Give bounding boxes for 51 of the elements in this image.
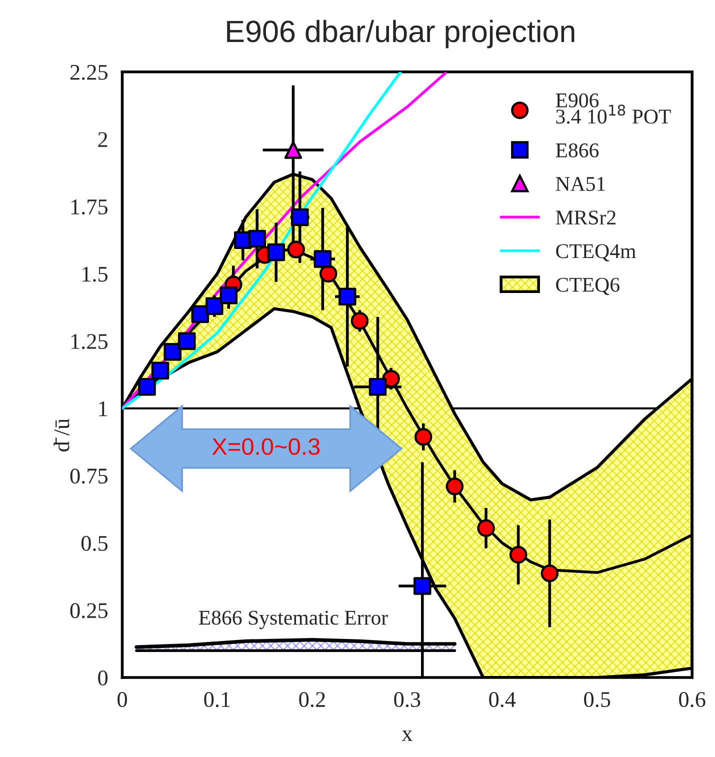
x-tick-label: 0.3 xyxy=(394,692,420,708)
x-tick-label: 0.2 xyxy=(299,692,325,708)
point xyxy=(267,243,285,262)
point xyxy=(284,141,302,159)
y-tick-label: 1 xyxy=(99,401,108,416)
x-tick-label: 0.4 xyxy=(489,692,516,708)
point xyxy=(206,297,224,315)
point xyxy=(509,546,528,564)
point xyxy=(314,250,332,268)
point xyxy=(414,577,432,595)
point xyxy=(138,378,156,396)
point xyxy=(164,342,182,361)
point xyxy=(477,519,495,538)
y-tick-label: 1.5 xyxy=(82,266,108,282)
point xyxy=(290,208,309,226)
legend-label: CTEQ6 xyxy=(556,278,620,295)
chart-title: E906 dbar/ubar projection xyxy=(227,20,574,48)
y-tick-label: 0.25 xyxy=(70,603,108,618)
legend-label: MRSr2 xyxy=(556,210,616,225)
x-tick-label: 0.1 xyxy=(204,692,230,708)
x-tick-label: 0.5 xyxy=(584,692,610,708)
legend-label: CTEQ4m xyxy=(556,244,636,262)
point xyxy=(446,478,464,496)
y-tick-label: 2.25 xyxy=(70,64,108,80)
y-tick-label: 0.5 xyxy=(81,536,108,551)
y-tick-label: 2 xyxy=(98,132,108,147)
point xyxy=(178,332,196,350)
point xyxy=(368,378,387,396)
y-tick-label: 1.25 xyxy=(71,334,108,350)
annotation: X=0.0~0.3 xyxy=(212,438,320,455)
y-tick-label: 1.75 xyxy=(71,200,108,215)
point xyxy=(350,312,369,330)
y-tick-label: 0 xyxy=(98,670,108,686)
point xyxy=(540,564,559,582)
point xyxy=(248,230,266,248)
x-tick-label: 0 xyxy=(118,692,127,708)
point xyxy=(220,286,238,304)
point xyxy=(287,240,305,258)
point xyxy=(319,264,338,283)
x-axis-title: x xyxy=(402,730,412,741)
point xyxy=(151,362,170,380)
legend-label: NA51 xyxy=(556,177,605,192)
point xyxy=(338,288,356,306)
y-axis-title: d̄ /ū xyxy=(54,418,70,452)
legend-label: E866 xyxy=(556,143,599,158)
y-tick-label: 0.75 xyxy=(70,468,108,484)
point xyxy=(191,305,210,324)
annotation: E866 Systematic Error xyxy=(198,610,388,630)
legend-label: E906 3.4 10$^{18}$ POT xyxy=(556,93,671,124)
point xyxy=(414,428,432,446)
x-tick-label: 0.6 xyxy=(679,692,706,708)
